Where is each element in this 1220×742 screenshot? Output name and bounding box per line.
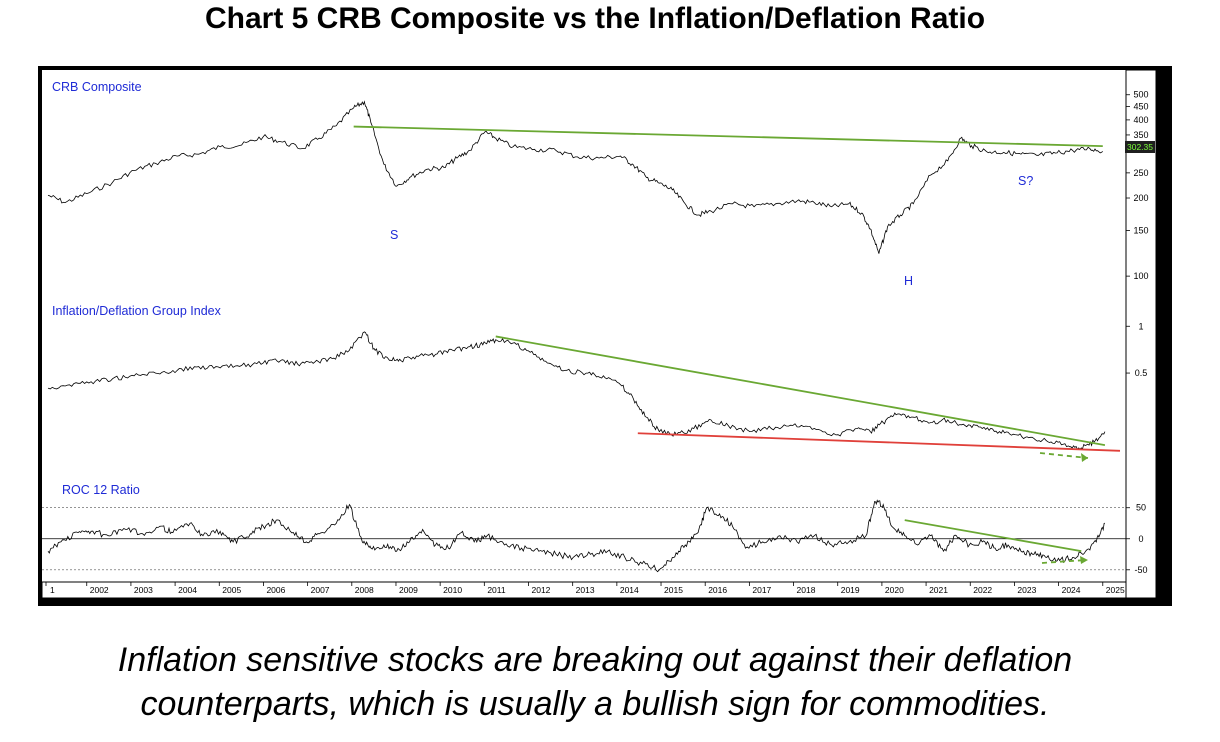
annotation-s-right: S? (1018, 174, 1033, 188)
crb-panel-label: CRB Composite (52, 80, 142, 94)
top-ytick-label: 250 (1133, 168, 1148, 178)
annotation-head: H (904, 274, 913, 288)
xtick-label: 2021 (929, 585, 948, 595)
bottom-arrowhead-icon (1080, 556, 1088, 564)
reference-lines-layer (42, 507, 1126, 571)
xtick-label: 2023 (1017, 585, 1036, 595)
x-axis-strip (41, 581, 1127, 599)
caption: Inflation sensitive stocks are breaking … (0, 638, 1190, 726)
top-ytick-label: 100 (1133, 271, 1148, 281)
xtick-label: 2014 (620, 585, 639, 595)
xtick-label: 2019 (841, 585, 860, 595)
xtick-label: 2002 (90, 585, 109, 595)
last-value-label: 302.35 (1127, 142, 1153, 152)
series-layer (47, 100, 1106, 573)
middle-series-line (47, 331, 1106, 451)
xtick-label: 2022 (973, 585, 992, 595)
last-value-box (1125, 141, 1155, 153)
xtick-label: 2015 (664, 585, 683, 595)
top-ytick-label: 350 (1133, 130, 1148, 140)
top-ytick-label: 150 (1133, 225, 1148, 235)
xtick-label: 1 (50, 585, 55, 595)
roc-panel-label: ROC 12 Ratio (62, 483, 140, 497)
bottom-ytick-label: 50 (1136, 503, 1146, 513)
xtick-label: 2008 (355, 585, 374, 595)
x-ticks-layer: 1 2002 2003 2004 2005 2006 2007 2008 2009 2010 201… (45, 582, 1125, 595)
page-title: Chart 5 CRB Composite vs the Inflation/D… (204, 2, 986, 35)
top-trendline-0 (353, 125, 1103, 147)
top-ytick-label: 500 (1133, 90, 1148, 100)
bottom-trendline-0 (904, 519, 1082, 553)
xtick-label: 2024 (1062, 585, 1081, 595)
arrow-layer (1039, 452, 1089, 564)
top-ytick-label: 400 (1133, 115, 1148, 125)
top-ytick-label: 450 (1133, 102, 1148, 112)
plot-area (42, 70, 1126, 598)
xtick-label: 2017 (752, 585, 771, 595)
xtick-label: 2011 (487, 585, 506, 595)
xtick-label: 2010 (443, 585, 462, 595)
bottom-series-line (47, 499, 1105, 573)
xtick-label: 2020 (885, 585, 904, 595)
xtick-label: 2025 (1106, 585, 1125, 595)
middle-trendline-0 (495, 335, 1106, 446)
middle-ytick-label: 1 (1138, 321, 1143, 331)
xtick-label: 2003 (134, 585, 153, 595)
xtick-label: 2013 (576, 585, 595, 595)
xtick-label: 2016 (708, 585, 727, 595)
right-axis-strip (1125, 69, 1157, 599)
middle-dashed-arrow (1039, 452, 1089, 459)
caption-line-1: Inflation sensitive stocks are breaking … (117, 641, 1073, 679)
bottom-ytick-label: -50 (1134, 565, 1147, 575)
xtick-label: 2007 (311, 585, 330, 595)
xtick-label: 2009 (399, 585, 418, 595)
chart-svg: CRB Composite Inflation/Deflation Group … (41, 69, 1157, 599)
xtick-label: 2018 (797, 585, 816, 595)
xtick-label: 2012 (532, 585, 551, 595)
xtick-label: 2004 (178, 585, 197, 595)
top-series-line (47, 100, 1104, 254)
middle-arrowhead-icon (1081, 453, 1088, 462)
caption-line-2: counterparts, which is usually a bullish… (140, 685, 1050, 723)
bottom-ytick-label: 0 (1138, 534, 1143, 544)
annotation-s-left: S (390, 228, 398, 242)
top-ytick-label: 200 (1133, 193, 1148, 203)
middle-ytick-label: 0.5 (1135, 368, 1148, 378)
ratio-panel-label: Inflation/Deflation Group Index (52, 304, 222, 318)
chart-frame: CRB Composite Inflation/Deflation Group … (38, 66, 1172, 606)
xtick-label: 2005 (222, 585, 241, 595)
xtick-label: 2006 (266, 585, 285, 595)
trendlines-layer (353, 125, 1121, 553)
bottom-dashed-arrow (1041, 559, 1087, 564)
middle-trendline-1 (637, 432, 1121, 452)
